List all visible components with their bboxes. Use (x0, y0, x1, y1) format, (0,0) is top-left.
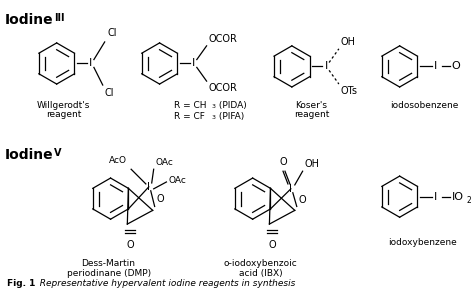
Text: Iodine: Iodine (5, 148, 54, 162)
Text: OAc: OAc (168, 176, 186, 185)
Text: 3: 3 (211, 104, 216, 109)
Text: (PIDA): (PIDA) (217, 101, 247, 110)
Text: reagent: reagent (294, 110, 329, 120)
Text: periodinane (DMP): periodinane (DMP) (66, 269, 151, 278)
Text: Cl: Cl (108, 28, 117, 38)
Text: acid (IBX): acid (IBX) (239, 269, 283, 278)
Text: (PIFA): (PIFA) (217, 113, 245, 122)
Text: III: III (54, 13, 64, 23)
Text: iodosobenzene: iodosobenzene (390, 101, 458, 110)
Text: I: I (325, 62, 328, 71)
Text: I: I (147, 182, 150, 192)
Text: AcO: AcO (109, 156, 127, 165)
Text: OCOR: OCOR (209, 34, 237, 44)
Text: O: O (279, 157, 287, 167)
Text: o-iodoxybenzoic: o-iodoxybenzoic (224, 259, 297, 268)
Text: O: O (156, 194, 164, 204)
Text: R = CH: R = CH (174, 101, 207, 110)
Text: Iodine: Iodine (5, 13, 54, 27)
Text: OH: OH (305, 159, 319, 169)
Text: I: I (434, 192, 437, 202)
Text: Representative hypervalent iodine reagents in synthesis: Representative hypervalent iodine reagen… (34, 279, 295, 288)
Text: I: I (192, 59, 195, 69)
Text: O: O (269, 240, 276, 250)
Text: OH: OH (341, 37, 356, 47)
Text: iodoxybenzene: iodoxybenzene (388, 238, 456, 247)
Text: 2: 2 (466, 196, 471, 205)
Text: OTs: OTs (341, 86, 358, 96)
Text: IO: IO (452, 192, 464, 202)
Text: I: I (434, 62, 437, 71)
Text: Koser's: Koser's (295, 101, 328, 110)
Text: O: O (452, 62, 460, 71)
Text: O: O (127, 240, 134, 250)
Text: Willgerodt's: Willgerodt's (37, 101, 90, 110)
Text: I: I (89, 59, 92, 69)
Text: O: O (299, 195, 306, 205)
Text: 3: 3 (211, 115, 216, 120)
Text: OAc: OAc (155, 158, 173, 167)
Text: V: V (54, 148, 61, 158)
Text: Cl: Cl (105, 88, 114, 98)
Text: Fig. 1: Fig. 1 (7, 279, 35, 288)
Text: Dess-Martin: Dess-Martin (82, 259, 136, 268)
Text: R = CF: R = CF (174, 113, 205, 122)
Text: reagent: reagent (46, 110, 81, 120)
Text: I: I (289, 184, 292, 194)
Text: OCOR: OCOR (209, 83, 237, 93)
